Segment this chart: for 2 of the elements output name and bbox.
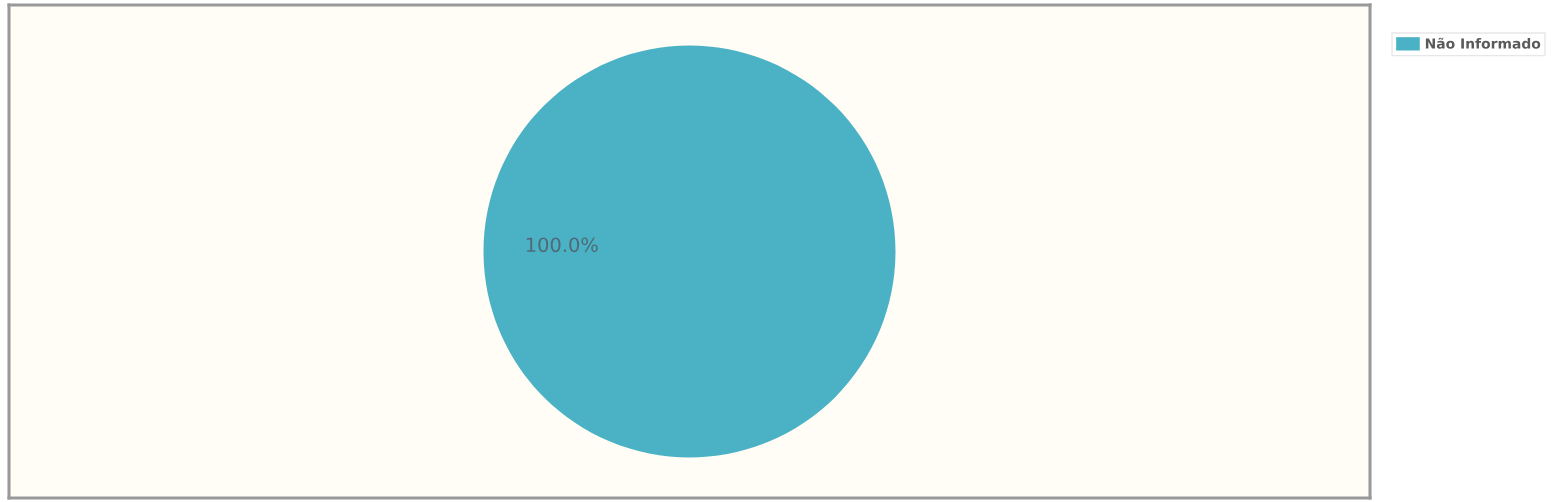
data-label: 100.0% — [526, 237, 598, 253]
legend-label: Não Informado — [1425, 37, 1541, 49]
